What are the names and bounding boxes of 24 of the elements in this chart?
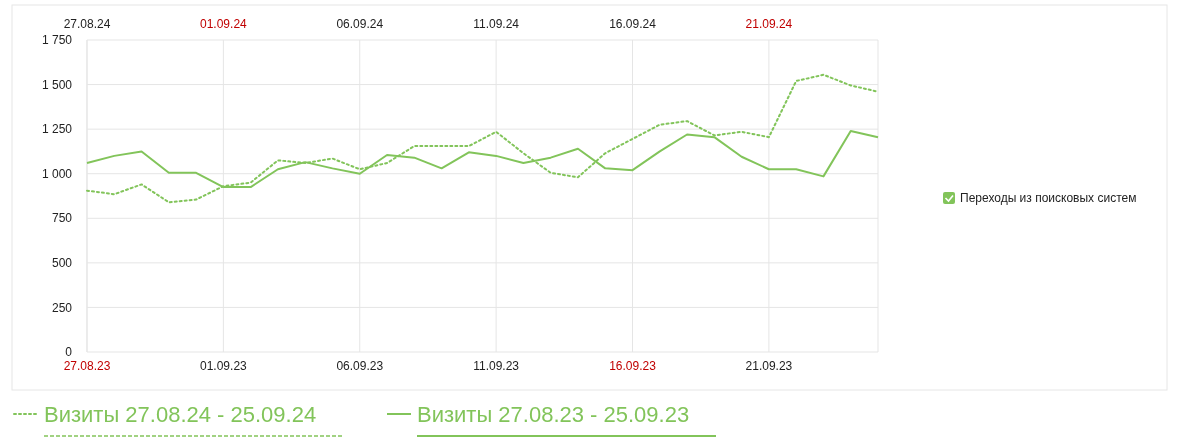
x2-tick-label: 27.08.24	[63, 17, 111, 31]
line-series	[86, 73, 879, 204]
y-tick-label: 250	[51, 300, 73, 315]
x2-tick-label: 16.09.24	[609, 17, 657, 31]
x-tick-label: 06.09.23	[336, 359, 384, 373]
x2-tick-label: 06.09.24	[336, 17, 384, 31]
x2-tick-label: 21.09.24	[745, 17, 793, 31]
y-tick-label: 1 750	[41, 33, 73, 48]
x-tick-label: 16.09.23	[609, 359, 657, 373]
x2-tick-label: 01.09.24	[200, 17, 248, 31]
y-tick-label: 750	[51, 211, 73, 226]
legend-title: Переходы из поисковых систем	[960, 191, 1137, 205]
y-tick-label: 1 500	[41, 77, 73, 92]
legend-label: Визиты 27.08.24 - 25.09.24	[44, 402, 317, 427]
x-tick-label: 01.09.23	[200, 359, 248, 373]
x2-tick-label: 11.09.24	[473, 17, 520, 31]
y-tick-label: 1 000	[41, 166, 73, 181]
legend-label: Визиты 27.08.23 - 25.09.23	[417, 402, 690, 427]
x-tick-label: 21.09.23	[745, 359, 793, 373]
x-tick-label: 11.09.23	[473, 359, 520, 373]
y-tick-label: 500	[51, 256, 73, 271]
y-tick-label: 0	[65, 345, 73, 360]
y-tick-label: 1 250	[41, 122, 73, 137]
x-tick-label: 27.08.23	[63, 359, 111, 373]
